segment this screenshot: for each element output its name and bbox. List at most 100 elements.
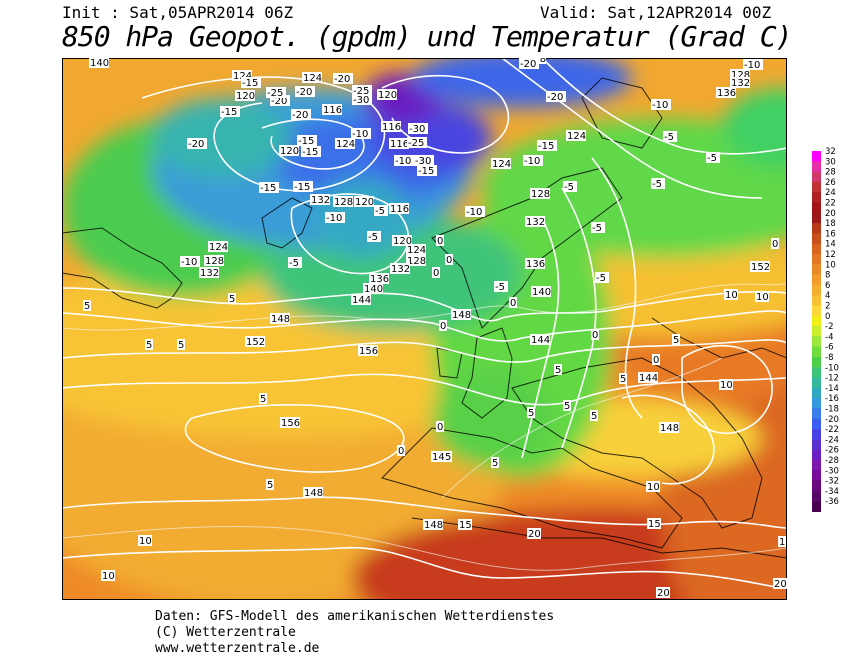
- temperature-label: 0: [440, 321, 446, 332]
- temperature-label: -5: [664, 132, 674, 143]
- temperature-label-box: [266, 479, 274, 490]
- temperature-label-box: [414, 155, 434, 166]
- temperature-label-box: [432, 267, 440, 278]
- legend-swatch: [812, 284, 821, 296]
- legend-tick-label: 0: [825, 312, 830, 322]
- temperature-label: -5: [652, 179, 662, 190]
- temperature-label: 1: [779, 537, 785, 548]
- temperature-label-box: [417, 165, 437, 176]
- geopotential-label: 128: [205, 256, 224, 267]
- temperature-label: 15: [648, 519, 661, 530]
- temperature-label: -15: [298, 136, 314, 147]
- temperature-label-box: [89, 58, 109, 68]
- legend-tick-label: -14: [825, 384, 839, 394]
- temperature-label: 5: [178, 340, 184, 351]
- geopotential-label-box: [354, 196, 374, 207]
- temperature-label: 0: [772, 239, 778, 250]
- legend-swatch: [812, 274, 821, 286]
- geopotential-label: 144: [432, 452, 451, 463]
- credit-website[interactable]: www.wetterzentrale.de: [155, 641, 320, 656]
- temperature-label-box: [445, 254, 453, 265]
- legend-swatch: [812, 377, 821, 389]
- geopotential-label-box: [232, 70, 252, 81]
- geopotential-label: 124: [209, 242, 228, 253]
- temperature-label-box: [352, 94, 372, 105]
- legend-tick-label: 24: [825, 188, 836, 198]
- temperature-label: -15: [242, 78, 258, 89]
- geopotential-label: 148: [304, 488, 323, 499]
- legend-swatch: [812, 408, 821, 420]
- geopotential-label: 120: [378, 90, 397, 101]
- geopotential-label-box: [389, 138, 409, 149]
- geopotential-label-box: [392, 235, 412, 246]
- temperature-label: -15: [221, 107, 237, 118]
- geopotential-label-box: [423, 519, 443, 530]
- temperature-label-box: [509, 297, 517, 308]
- geopotential-label-box: [377, 89, 397, 100]
- legend-tick-label: -10: [825, 363, 839, 373]
- geopotential-label: 148: [660, 423, 679, 434]
- temperature-label: -20: [296, 87, 312, 98]
- geopotential-label: 140: [532, 287, 551, 298]
- geopotential-label-box: [358, 345, 378, 356]
- temperature-label: 5: [229, 294, 235, 305]
- temperature-label: 10: [647, 482, 660, 493]
- temperature-label: -25: [353, 86, 369, 97]
- temperature-label: -30: [409, 124, 425, 135]
- temperature-label-box: [220, 106, 240, 117]
- geopotential-label: 156: [281, 418, 300, 429]
- legend-swatch: [812, 326, 821, 337]
- legend-swatch: [812, 254, 821, 265]
- temperature-label-box: [407, 137, 427, 148]
- legend-tick-label: -28: [825, 456, 839, 466]
- temperature-field: [62, 58, 787, 600]
- geopotential-label-box: [363, 283, 383, 294]
- geopotential-label-box: [530, 334, 550, 345]
- legend-swatch: [812, 233, 821, 245]
- geopotential-label: 116: [382, 122, 401, 133]
- geopotential-label-box: [406, 244, 426, 255]
- legend-swatch: [812, 243, 821, 255]
- legend-swatch: [812, 346, 821, 358]
- legend-tick-label: -30: [825, 466, 839, 476]
- geopotential-contours: [62, 58, 787, 589]
- geopotential-label-box: [716, 87, 736, 98]
- temperature-labels: -15 -20-20-20-25 -25-30 -20-20-15 -20-20 -15-…: [83, 58, 787, 599]
- temperature-label: 5: [591, 411, 597, 422]
- legend-tick-label: 16: [825, 229, 836, 239]
- temperature-label-box: [436, 235, 444, 246]
- temperature-label: -25: [267, 88, 283, 99]
- temperature-label: 15: [459, 520, 472, 531]
- legend-swatch: [812, 470, 821, 482]
- legend-swatch: [812, 161, 821, 173]
- temperature-label-box: [266, 87, 286, 98]
- geopotential-label: 128: [531, 189, 550, 200]
- geopotential-label: 116: [323, 105, 342, 116]
- geopotential-label: 116: [390, 139, 409, 150]
- temperature-label-box: [270, 95, 290, 106]
- temperature-label: -5: [596, 273, 606, 284]
- temperature-label: 20: [774, 579, 787, 590]
- temperature-label: 140: [90, 58, 109, 69]
- temperature-label-box: [301, 146, 321, 157]
- temperature-label-box: [394, 155, 414, 166]
- temperature-label-box: [374, 205, 388, 216]
- temperature-label-box: [755, 291, 769, 302]
- legend-tick-label: 30: [825, 157, 836, 167]
- temperature-label-box: [527, 528, 541, 539]
- geopotential-label: 136: [370, 274, 389, 285]
- weather-map: 1241241201201161161161201241241241281281…: [62, 58, 787, 600]
- temperature-label: 10: [139, 536, 152, 547]
- temperature-label: -5: [375, 206, 385, 217]
- temperature-label: 0: [510, 298, 516, 309]
- geopotential-label: 132: [526, 217, 545, 228]
- temperature-label-box: [325, 212, 345, 223]
- geopotential-label: 136: [526, 259, 545, 270]
- legend-tick-label: -16: [825, 394, 839, 404]
- geopotential-label-box: [208, 241, 228, 252]
- geopotential-label-box: [566, 130, 586, 141]
- temperature-label-box: [724, 289, 738, 300]
- temperature-label: 5: [620, 374, 626, 385]
- geopotential-label: 120: [236, 91, 255, 102]
- legend-tick-label: -12: [825, 374, 839, 384]
